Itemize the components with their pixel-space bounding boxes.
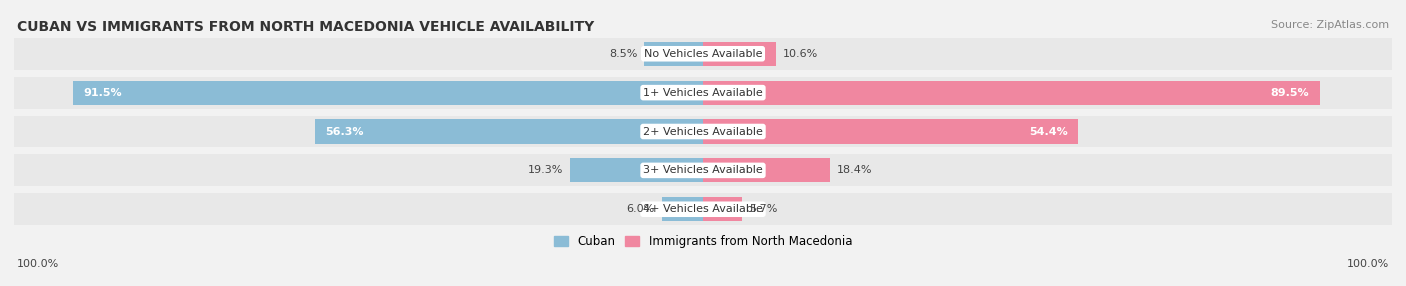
Text: 91.5%: 91.5% xyxy=(83,88,121,98)
Text: 18.4%: 18.4% xyxy=(837,165,872,175)
Bar xyxy=(703,77,1392,109)
Bar xyxy=(644,42,703,66)
Bar xyxy=(703,116,1392,148)
Text: 5.7%: 5.7% xyxy=(749,204,778,214)
Bar xyxy=(703,81,1320,105)
Bar xyxy=(703,120,1078,144)
Bar xyxy=(703,154,1392,186)
Text: 1+ Vehicles Available: 1+ Vehicles Available xyxy=(643,88,763,98)
Text: Source: ZipAtlas.com: Source: ZipAtlas.com xyxy=(1271,20,1389,30)
Text: CUBAN VS IMMIGRANTS FROM NORTH MACEDONIA VEHICLE AVAILABILITY: CUBAN VS IMMIGRANTS FROM NORTH MACEDONIA… xyxy=(17,20,595,34)
Text: 4+ Vehicles Available: 4+ Vehicles Available xyxy=(643,204,763,214)
Text: 56.3%: 56.3% xyxy=(325,126,364,136)
Bar xyxy=(73,81,703,105)
Text: No Vehicles Available: No Vehicles Available xyxy=(644,49,762,59)
Bar xyxy=(14,38,703,70)
Bar xyxy=(14,154,703,186)
Bar xyxy=(14,77,703,109)
Bar xyxy=(703,197,742,221)
Text: 8.5%: 8.5% xyxy=(609,49,637,59)
Bar xyxy=(569,158,703,182)
Bar xyxy=(703,42,776,66)
Bar xyxy=(703,38,1392,70)
Text: 10.6%: 10.6% xyxy=(783,49,818,59)
Bar xyxy=(662,197,703,221)
Bar xyxy=(315,120,703,144)
Text: 19.3%: 19.3% xyxy=(527,165,564,175)
Text: 100.0%: 100.0% xyxy=(17,259,59,269)
Bar xyxy=(14,116,703,148)
Legend: Cuban, Immigrants from North Macedonia: Cuban, Immigrants from North Macedonia xyxy=(550,230,856,253)
Text: 100.0%: 100.0% xyxy=(1347,259,1389,269)
Text: 6.0%: 6.0% xyxy=(627,204,655,214)
Bar xyxy=(703,193,1392,225)
Text: 89.5%: 89.5% xyxy=(1271,88,1309,98)
Text: 54.4%: 54.4% xyxy=(1029,126,1067,136)
Bar xyxy=(14,193,703,225)
Bar xyxy=(703,158,830,182)
Text: 3+ Vehicles Available: 3+ Vehicles Available xyxy=(643,165,763,175)
Text: 2+ Vehicles Available: 2+ Vehicles Available xyxy=(643,126,763,136)
